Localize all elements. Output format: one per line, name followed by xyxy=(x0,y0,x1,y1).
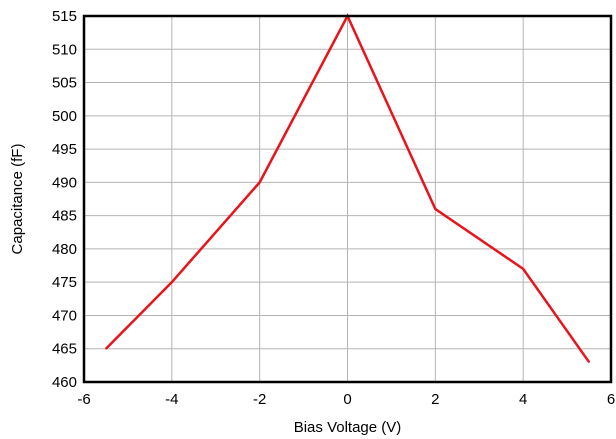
data-point xyxy=(588,361,590,363)
y-tick-label: 465 xyxy=(52,341,77,358)
y-tick-label: 505 xyxy=(52,75,77,92)
y-tick-label: 515 xyxy=(52,8,77,25)
plot-frame xyxy=(82,14,613,384)
y-axis-label: Capacitance (fF) xyxy=(9,144,26,255)
y-tick-label: 510 xyxy=(52,41,77,58)
grid-lines xyxy=(83,15,612,383)
x-tick-label: 2 xyxy=(431,391,439,408)
x-tick-label: 0 xyxy=(343,391,351,408)
y-tick-label: 470 xyxy=(52,307,77,324)
x-axis-label: Bias Voltage (V) xyxy=(294,419,402,436)
data-point xyxy=(105,347,107,350)
x-tick-label: 6 xyxy=(607,391,615,408)
y-tick-label: 480 xyxy=(52,241,77,258)
y-tick-labels: 460 465 470 475 480 485 490 495 500 505 510 515 xyxy=(52,8,77,391)
data-point xyxy=(171,281,173,283)
y-tick-label: 475 xyxy=(52,274,77,291)
y-tick-label: 500 xyxy=(52,108,77,125)
x-tick-label: 4 xyxy=(519,391,527,408)
data-point xyxy=(522,268,524,270)
x-tick-label: -6 xyxy=(77,391,90,408)
y-tick-label: 485 xyxy=(52,208,77,225)
data-point xyxy=(434,208,437,210)
y-tick-label: 490 xyxy=(52,174,77,191)
x-tick-labels: -6 -4 -2 0 2 4 6 xyxy=(77,391,615,408)
data-point xyxy=(258,181,261,184)
y-tick-label: 460 xyxy=(52,374,77,391)
x-tick-label: -4 xyxy=(165,391,178,408)
x-tick-label: -2 xyxy=(253,391,266,408)
y-tick-label: 495 xyxy=(52,141,77,158)
